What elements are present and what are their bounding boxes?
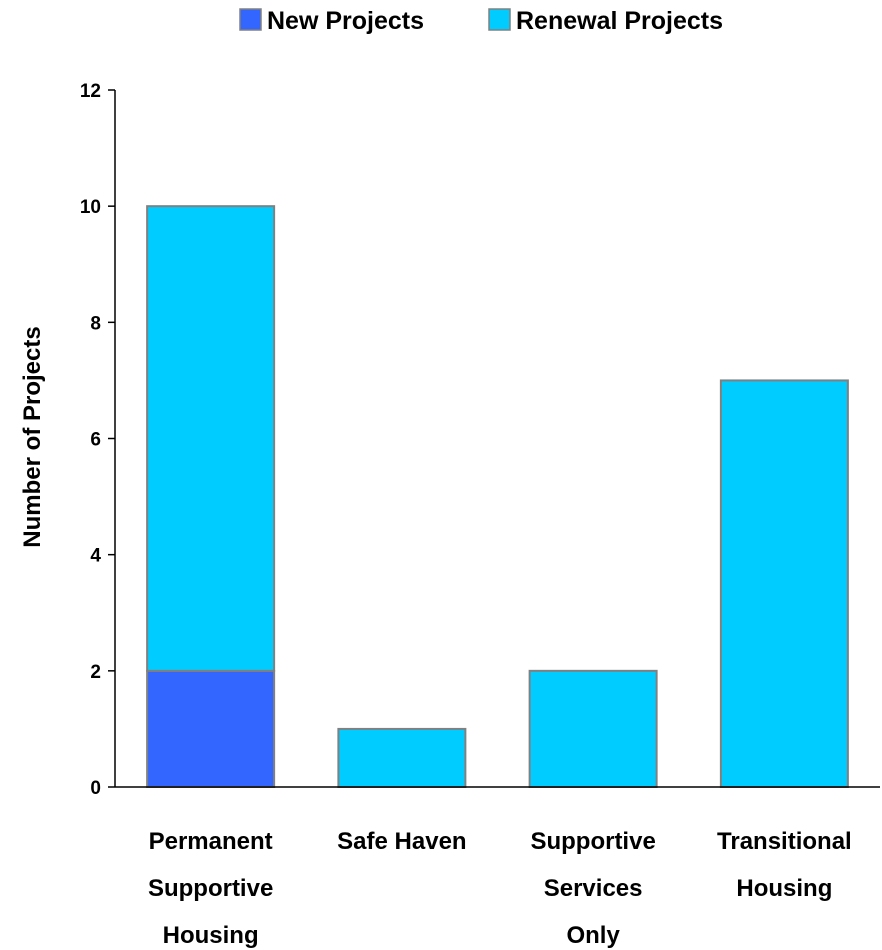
y-tick-label: 0 bbox=[90, 778, 101, 799]
y-tick-label: 10 bbox=[80, 197, 101, 218]
bar-new-projects bbox=[146, 669, 276, 788]
bar-renewal-projects bbox=[528, 669, 658, 788]
y-axis-title: Number of Projects bbox=[19, 326, 46, 547]
x-category-label: Supportive bbox=[148, 875, 273, 902]
y-axis-ticks: 0 2 4 6 8 10 12 bbox=[80, 81, 115, 799]
legend-label: New Projects bbox=[267, 7, 424, 35]
legend-swatch bbox=[239, 8, 262, 31]
y-tick-label: 6 bbox=[90, 430, 101, 451]
bar-renewal-projects bbox=[337, 727, 467, 789]
y-tick-label: 4 bbox=[90, 546, 101, 567]
x-category-label: Services bbox=[544, 875, 643, 902]
bars bbox=[146, 205, 849, 789]
x-category-label: Safe Haven bbox=[337, 828, 466, 855]
x-category-label: Supportive bbox=[530, 828, 655, 855]
x-category-label: Housing bbox=[163, 922, 259, 949]
x-category-label: Permanent bbox=[149, 828, 273, 855]
bar-renewal-projects bbox=[719, 379, 849, 788]
legend-swatch bbox=[488, 8, 511, 31]
bar-renewal-projects bbox=[146, 205, 276, 672]
legend: New Projects Renewal Projects bbox=[239, 7, 723, 35]
y-tick-label: 2 bbox=[90, 662, 101, 683]
x-category-label: Housing bbox=[736, 875, 832, 902]
x-axis-labels: Permanent Supportive Housing Safe Haven Supp… bbox=[148, 828, 852, 949]
legend-label: Renewal Projects bbox=[516, 7, 723, 35]
y-tick-label: 12 bbox=[80, 81, 101, 102]
x-category-label: Transitional bbox=[717, 828, 852, 855]
x-category-label: Only bbox=[566, 922, 620, 949]
y-tick-label: 8 bbox=[90, 313, 101, 334]
